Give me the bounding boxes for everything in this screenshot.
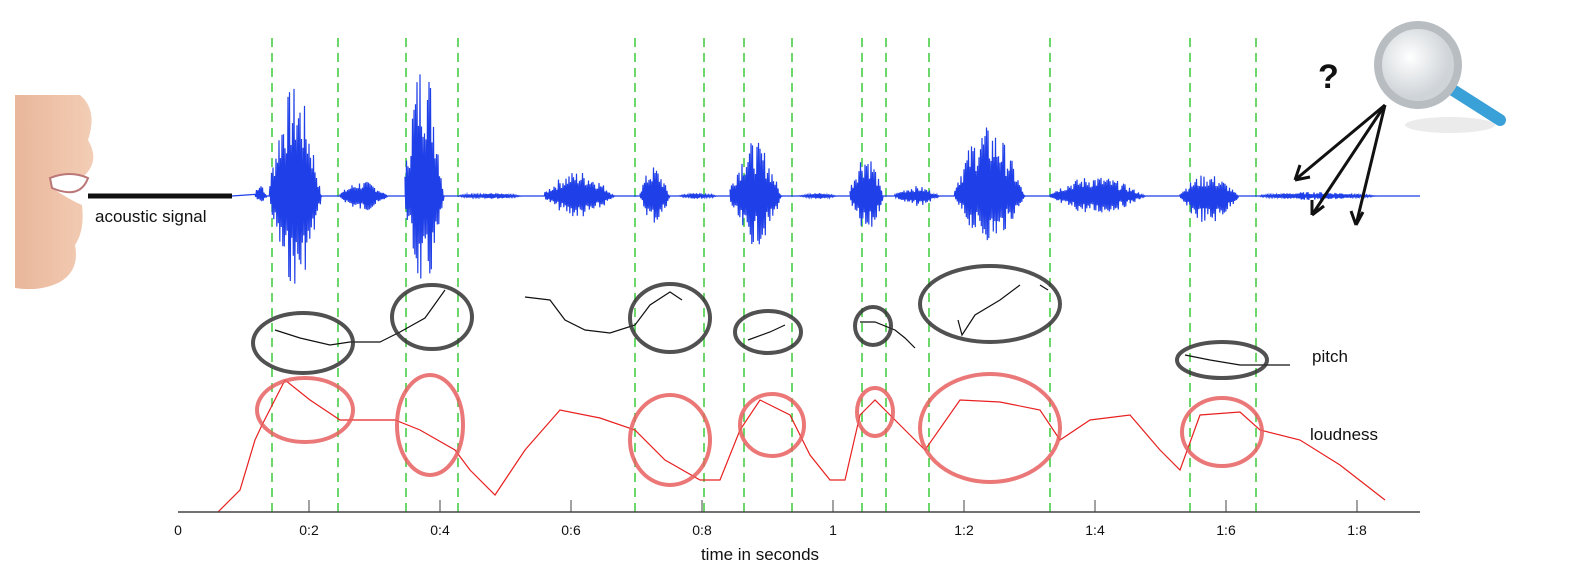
waveform bbox=[231, 74, 1420, 284]
arrows bbox=[1293, 103, 1387, 226]
loudness-circles bbox=[255, 372, 1264, 487]
magnifier-icon bbox=[1374, 21, 1506, 133]
loudness-curve bbox=[217, 379, 1386, 513]
x-tick-label: 1:4 bbox=[1085, 522, 1105, 538]
x-axis-label: time in seconds bbox=[701, 545, 819, 564]
pitch-circles bbox=[251, 264, 1269, 380]
x-tick-label: 1:6 bbox=[1216, 522, 1236, 538]
loudness-label: loudness bbox=[1310, 425, 1378, 444]
x-tick-label: 0:4 bbox=[430, 522, 450, 538]
x-tick-label: 1 bbox=[829, 522, 837, 538]
signal-label: acoustic signal bbox=[95, 207, 207, 226]
x-tick-label: 0 bbox=[174, 522, 182, 538]
x-tick-label: 0:8 bbox=[692, 522, 712, 538]
x-tick-label: 1:8 bbox=[1347, 522, 1367, 538]
question-mark: ? bbox=[1318, 58, 1339, 96]
x-tick-label: 1:2 bbox=[954, 522, 974, 538]
x-ticks: 0 0:2 0:4 0:6 0:8 1 1:2 1:4 1:6 1:8 bbox=[174, 500, 1367, 538]
x-tick-label: 0:2 bbox=[299, 522, 319, 538]
pitch-curves bbox=[274, 284, 1290, 366]
face bbox=[15, 95, 94, 290]
x-tick-label: 0:6 bbox=[561, 522, 581, 538]
pitch-label: pitch bbox=[1312, 347, 1348, 366]
